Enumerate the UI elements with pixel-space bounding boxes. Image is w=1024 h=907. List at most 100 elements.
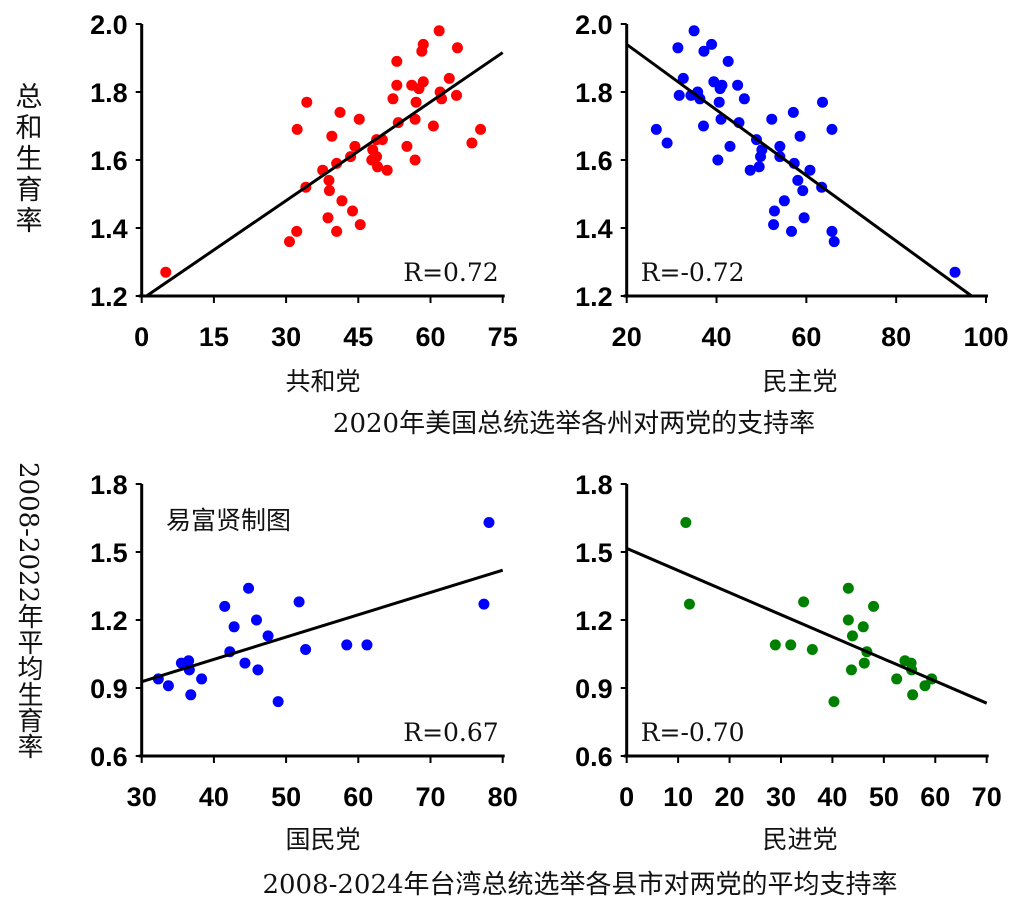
data-point <box>416 45 428 57</box>
correlation-label: R=0.67 <box>403 718 498 747</box>
data-point <box>768 205 780 217</box>
x-tick-label: 0 <box>134 322 149 352</box>
y-tick-label: 0.9 <box>575 674 613 704</box>
data-point <box>787 106 799 118</box>
data-point <box>239 657 251 669</box>
x-tick-label: 30 <box>127 782 157 812</box>
data-point <box>828 696 840 708</box>
data-point <box>732 79 744 91</box>
x-tick-label: 80 <box>881 322 911 352</box>
chart-tw-dpp: 1.8 1.5 1.2 0.9 0.60 10 20 30 40 50 60 70 民进党 R=-0.70 <box>575 470 1002 854</box>
x-tick-label: 50 <box>869 782 899 812</box>
x-tick-label: 70 <box>972 782 1002 812</box>
data-point <box>797 185 809 197</box>
x-tick-label: 100 <box>963 322 1008 352</box>
data-point <box>842 614 854 626</box>
x-tick-label: 50 <box>271 782 301 812</box>
caption-us: 2020年美国总统选举各州对两党的支持率 <box>333 409 815 439</box>
data-point <box>466 137 478 149</box>
data-point <box>219 600 231 612</box>
data-point <box>349 140 361 152</box>
x-tick-label: 75 <box>488 322 518 352</box>
x-axis-label: 民主党 <box>762 367 837 396</box>
data-point <box>798 596 810 608</box>
data-point <box>712 154 724 166</box>
trend-line <box>145 51 504 298</box>
y-tick-label: 0.6 <box>575 742 613 772</box>
data-point <box>361 639 373 651</box>
data-point <box>301 96 313 108</box>
data-point <box>262 630 274 642</box>
data-point <box>162 680 174 692</box>
data-point <box>857 621 869 633</box>
data-point <box>272 696 284 708</box>
data-point <box>196 673 208 685</box>
data-point <box>698 120 710 132</box>
x-tick-label: 45 <box>343 322 373 352</box>
y-tick-label: 1.2 <box>90 606 128 636</box>
data-point <box>722 55 734 67</box>
data-point <box>698 45 710 57</box>
data-point <box>846 630 858 642</box>
data-point <box>478 598 490 610</box>
y-tick-label: 1.2 <box>575 606 613 636</box>
data-point <box>391 55 403 67</box>
data-point <box>798 212 810 224</box>
data-point <box>185 689 197 701</box>
y-tick-label: 1.8 <box>90 78 128 108</box>
data-point <box>677 72 689 84</box>
x-axis-label: 民进党 <box>762 825 837 854</box>
caption-tw: 2008-2024年台湾总统选举各县市对两党的平均支持率 <box>262 870 897 900</box>
x-tick-label: 10 <box>663 782 693 812</box>
data-point <box>413 83 425 95</box>
data-point <box>336 195 348 207</box>
data-point <box>381 164 393 176</box>
data-point <box>792 174 804 186</box>
y-tick-label: 1.2 <box>575 282 613 312</box>
y-axis-label-us: 总和生育率 <box>15 82 43 237</box>
chart-us-republican: 2.0 1.8 1.6 1.4 1.20 15 30 45 60 75 共和党 R=0.72 <box>90 10 518 396</box>
data-point <box>683 598 695 610</box>
data-point <box>786 225 798 237</box>
x-tick-label: 40 <box>817 782 847 812</box>
data-point <box>443 72 455 84</box>
data-point <box>724 140 736 152</box>
data-point <box>650 123 662 135</box>
trend-line <box>626 546 988 705</box>
data-point <box>828 236 840 248</box>
data-point <box>714 83 726 95</box>
data-point <box>845 664 857 676</box>
data-point <box>706 38 718 50</box>
data-point <box>826 123 838 135</box>
x-tick-label: 60 <box>415 322 445 352</box>
y-tick-label: 1.8 <box>575 78 613 108</box>
x-tick-label: 15 <box>199 322 229 352</box>
x-tick-label: 0 <box>619 782 634 812</box>
trend-line <box>141 568 504 684</box>
data-point <box>744 164 756 176</box>
watermark-label: 易富贤制图 <box>166 506 291 535</box>
data-point <box>228 621 240 633</box>
data-point <box>293 596 305 608</box>
data-point <box>387 93 399 105</box>
data-point <box>755 151 767 163</box>
y-tick-label: 1.8 <box>575 470 613 500</box>
trend-line <box>625 43 973 298</box>
y-tick-label: 2.0 <box>575 10 613 40</box>
data-point <box>291 123 303 135</box>
data-point <box>768 219 780 231</box>
x-tick-label: 30 <box>271 322 301 352</box>
data-point <box>475 123 487 135</box>
data-point <box>804 164 816 176</box>
y-tick-label: 1.8 <box>90 470 128 500</box>
data-point <box>778 195 790 207</box>
data-point <box>347 205 359 217</box>
data-point <box>794 130 806 142</box>
data-point <box>160 266 172 278</box>
data-point <box>354 219 366 231</box>
y-tick-label: 1.6 <box>90 146 128 176</box>
x-tick-label: 20 <box>715 782 745 812</box>
data-point <box>673 89 685 101</box>
data-point <box>450 89 462 101</box>
y-tick-label: 1.5 <box>575 538 613 568</box>
